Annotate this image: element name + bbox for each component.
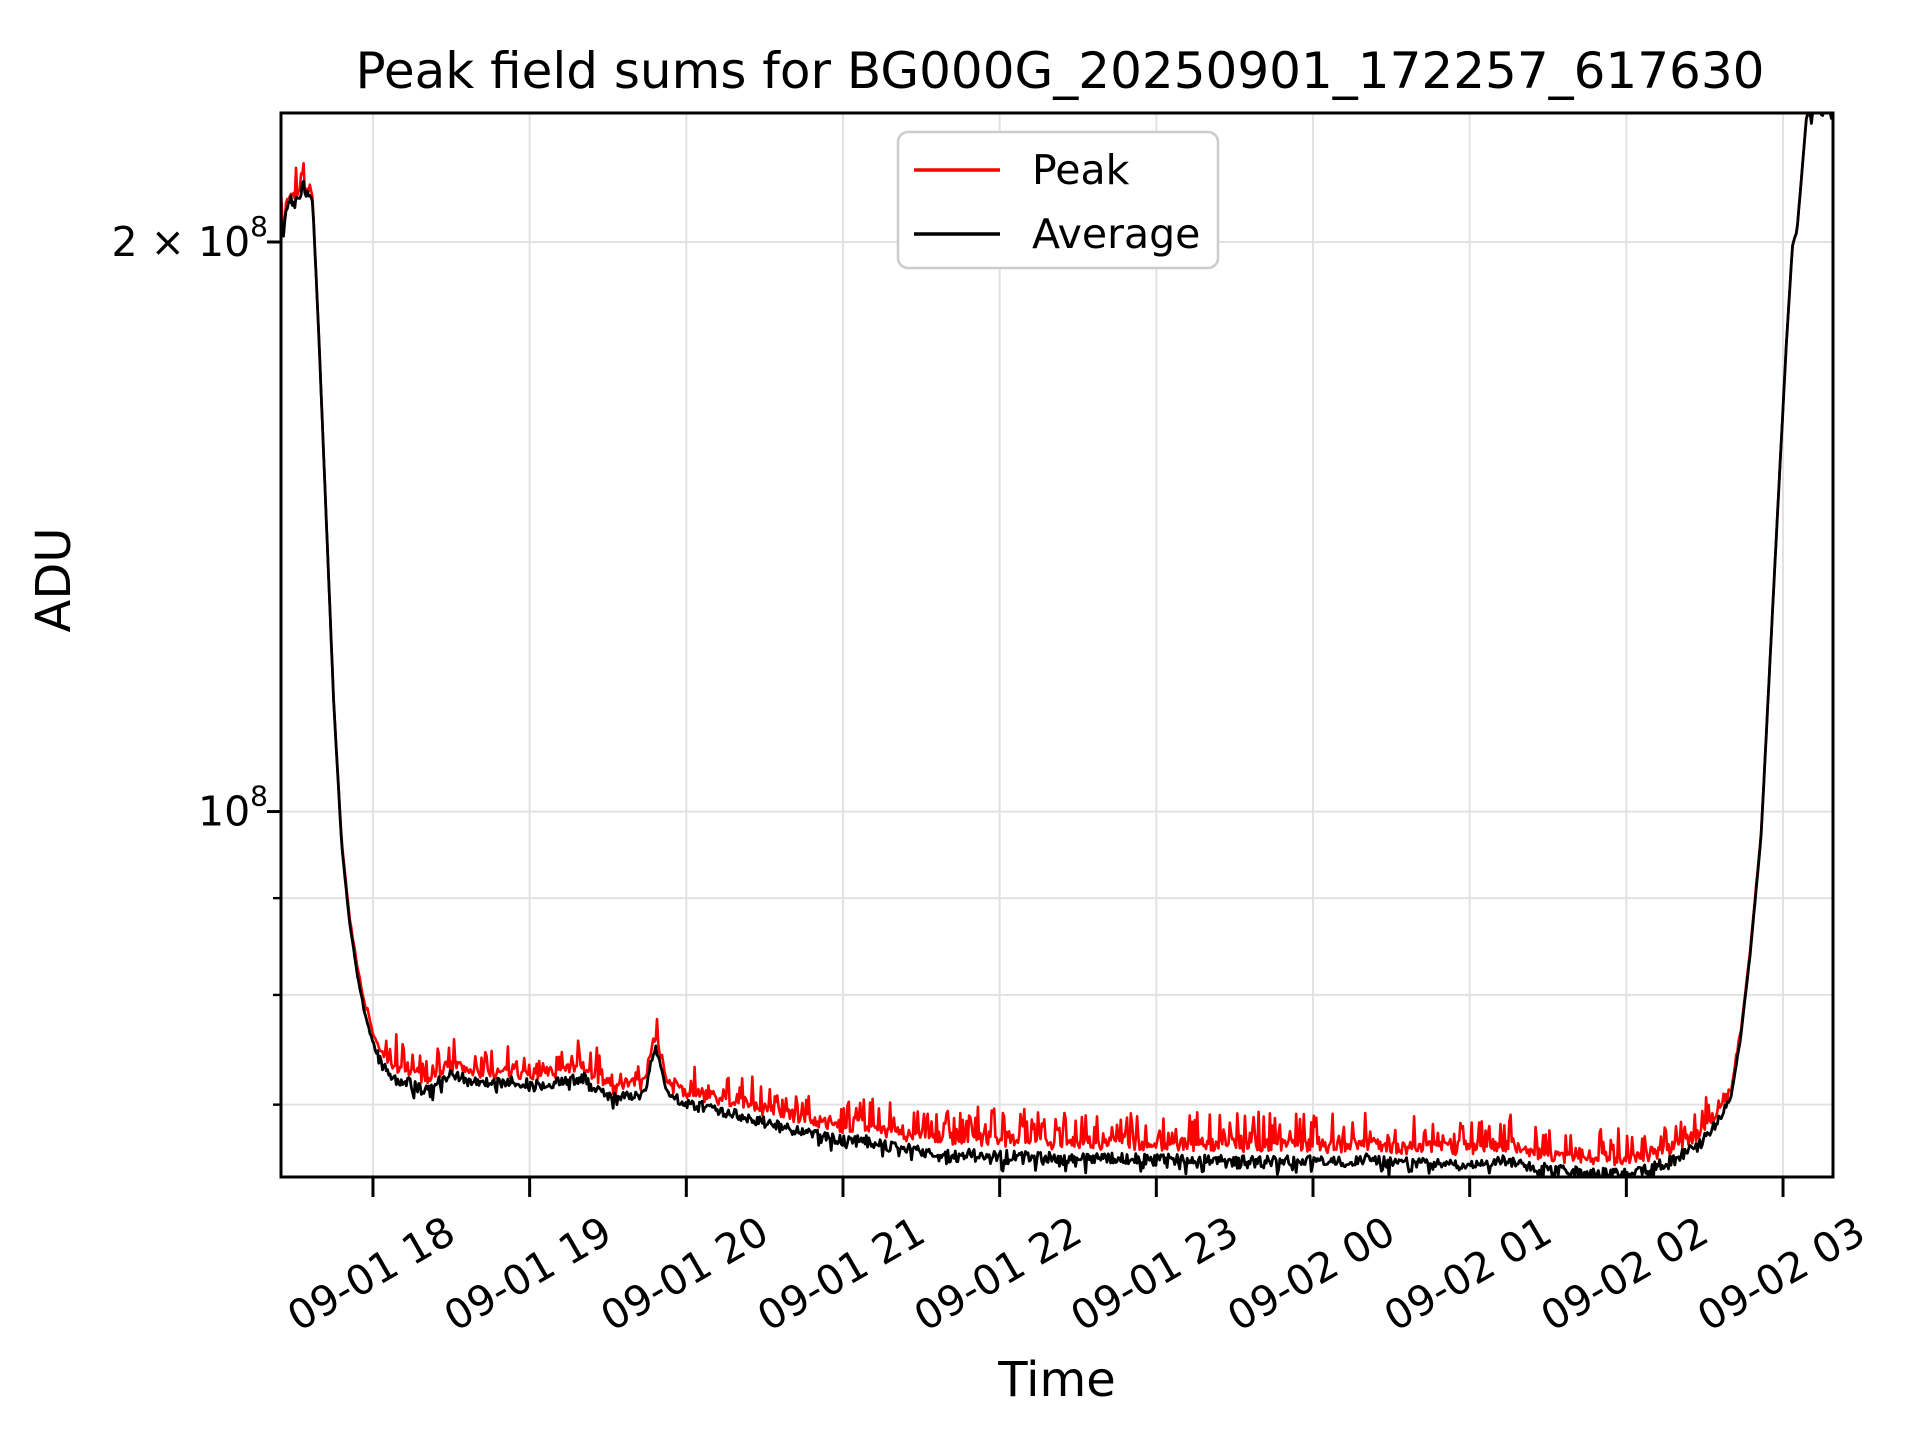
- x-tick-label: 09-01 23: [1063, 1207, 1247, 1341]
- x-tick-label: 09-02 01: [1376, 1207, 1560, 1341]
- x-tick-label: 09-01 18: [279, 1207, 463, 1341]
- plot-border: [279, 111, 1835, 1179]
- x-tick-label: 09-02 00: [1219, 1207, 1403, 1341]
- y-axis-label: ADU: [26, 528, 82, 633]
- y-tick-labels: 2 × 108 108: [111, 210, 268, 836]
- series-layer: [281, 113, 1833, 1177]
- y-tick-label: 2 × 108: [111, 210, 268, 266]
- tick-marks: [267, 240, 1785, 1197]
- x-tick-label: 09-01 22: [906, 1207, 1090, 1341]
- gridlines: [281, 113, 1833, 1177]
- legend: Peak Average: [896, 130, 1220, 270]
- average-series-line: [281, 113, 1833, 1177]
- legend-average-label: Average: [1032, 210, 1200, 258]
- legend-peak-label: Peak: [1032, 146, 1130, 194]
- chart-title: Peak field sums for BG000G_20250901_1722…: [355, 42, 1764, 100]
- x-axis-label: Time: [997, 1352, 1115, 1408]
- x-tick-label: 09-01 20: [593, 1207, 777, 1341]
- x-tick-label: 09-02 02: [1533, 1207, 1717, 1341]
- y-tick-label: 108: [198, 780, 268, 836]
- x-tick-label: 09-01 21: [749, 1207, 933, 1341]
- peak-series-line: [281, 113, 1811, 1167]
- x-tick-label: 09-02 03: [1689, 1207, 1873, 1341]
- x-tick-label: 09-01 19: [436, 1207, 620, 1341]
